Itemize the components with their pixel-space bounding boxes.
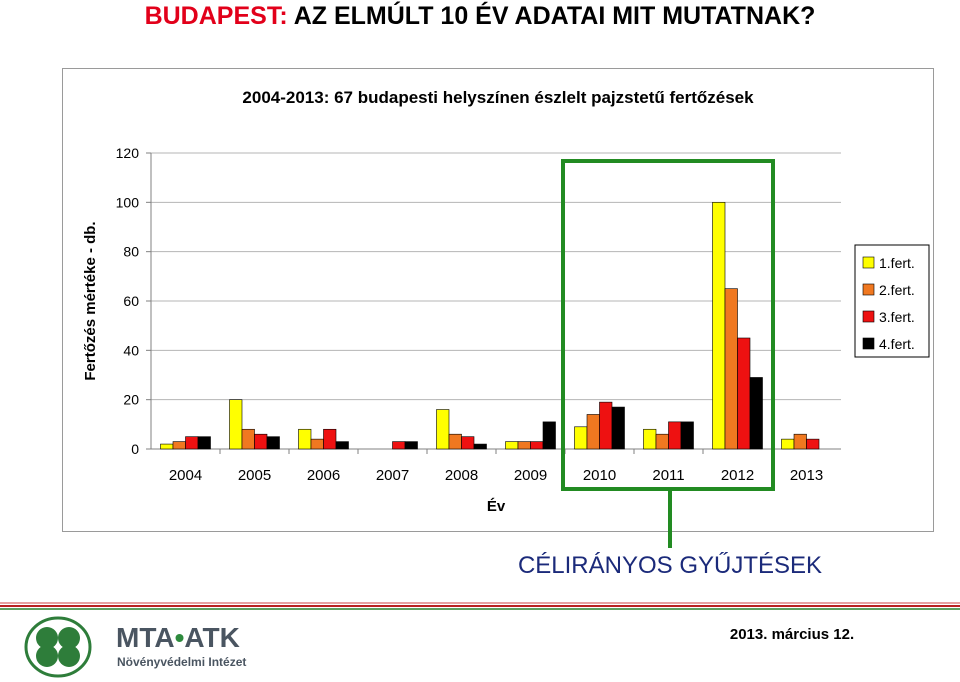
- bar-2010-4: [611, 406, 625, 450]
- legend-label: 1.fert.: [879, 255, 915, 271]
- slide-title: BUDAPEST: AZ ELMÚLT 10 ÉV ADATAI MIT MUT…: [0, 2, 960, 31]
- bar-2009-1: [505, 441, 519, 450]
- x-tick-label: 2013: [790, 467, 823, 484]
- brand-name-left: MTA: [116, 622, 175, 653]
- bar-2005-4: [266, 436, 280, 450]
- x-tick-label: 2006: [307, 467, 340, 484]
- bar-2009-2: [517, 441, 531, 450]
- y-tick-label: 120: [116, 145, 140, 161]
- x-tick-label: 2004: [169, 467, 202, 484]
- bar-2004-4: [197, 436, 211, 450]
- mta-atk-logo-icon: [24, 616, 92, 678]
- footer-date: 2013. március 12.: [729, 626, 855, 643]
- legend-swatch: [862, 283, 875, 296]
- bar-2013-3: [806, 438, 820, 450]
- bar-2006-1: [298, 428, 312, 450]
- callout-label: CÉLIRÁNYOS GYŰJTÉSEK: [517, 552, 823, 579]
- legend-swatch: [862, 256, 875, 269]
- y-tick-label: 0: [131, 441, 139, 457]
- bar-2006-4: [335, 441, 349, 450]
- bar-2011-3: [668, 421, 682, 450]
- bar-2010-1: [574, 426, 588, 450]
- bar-2010-2: [586, 414, 600, 450]
- bar-2006-3: [323, 428, 337, 450]
- slide-title-rest: AZ ELMÚLT 10 ÉV ADATAI MIT MUTATNAK?: [293, 2, 816, 30]
- bar-2007-3: [392, 441, 406, 450]
- bar-2004-1: [160, 443, 174, 450]
- bar-2012-1: [712, 202, 726, 450]
- bar-2009-3: [530, 441, 544, 450]
- bar-2010-3: [599, 401, 613, 450]
- chart-title: 2004-2013: 67 budapesti helyszínen észle…: [242, 88, 754, 107]
- x-axis-label: Év: [487, 498, 506, 515]
- bar-2006-2: [310, 438, 324, 450]
- x-tick-label: 2007: [376, 467, 409, 484]
- brand-name-dot: •: [174, 622, 185, 653]
- bar-2005-1: [229, 399, 243, 450]
- bar-2008-4: [473, 443, 487, 450]
- legend-label: 4.fert.: [879, 336, 915, 352]
- x-tick-label: 2005: [238, 467, 271, 484]
- bar-2004-2: [172, 441, 186, 450]
- bar-2013-1: [781, 438, 795, 450]
- bar-2012-2: [724, 288, 738, 450]
- y-tick-label: 80: [123, 244, 139, 260]
- bar-2011-4: [680, 421, 694, 450]
- x-tick-label: 2010: [583, 467, 616, 484]
- legend-label: 3.fert.: [879, 309, 915, 325]
- y-tick-label: 60: [123, 293, 139, 309]
- y-axis-label: Fertőzés mértéke - db.: [82, 221, 99, 380]
- legend-swatch: [862, 310, 875, 323]
- bar-2012-4: [749, 377, 763, 450]
- x-tick-label: 2012: [721, 467, 754, 484]
- bar-chart: 2004-2013: 67 budapesti helyszínen észle…: [82, 88, 930, 515]
- x-tick-label: 2011: [652, 467, 684, 484]
- y-tick-label: 100: [116, 194, 140, 210]
- legend-swatch: [862, 337, 875, 350]
- bar-2009-4: [542, 421, 556, 450]
- bar-2005-3: [254, 433, 268, 450]
- y-tick-label: 40: [123, 342, 139, 358]
- x-tick-label: 2008: [445, 467, 478, 484]
- bar-2008-1: [436, 409, 450, 450]
- bar-2008-3: [461, 436, 475, 450]
- bar-2007-4: [404, 441, 418, 450]
- brand-subtitle: Növényvédelmi Intézet: [117, 655, 247, 669]
- legend-label: 2.fert.: [879, 282, 915, 298]
- y-tick-label: 20: [123, 392, 139, 408]
- bar-2005-2: [241, 428, 255, 450]
- bar-2011-1: [643, 428, 657, 450]
- bar-2008-2: [448, 433, 462, 450]
- bar-2011-2: [655, 433, 669, 450]
- chart-frame: 2004-2013: 67 budapesti helyszínen észle…: [62, 68, 934, 532]
- x-tick-label: 2009: [514, 467, 547, 484]
- bar-2004-3: [185, 436, 199, 450]
- bar-2013-2: [793, 433, 807, 450]
- bar-2012-3: [737, 337, 751, 450]
- slide-title-highlight: BUDAPEST:: [144, 2, 288, 30]
- brand-name: MTA•ATK: [116, 622, 240, 654]
- footer-stripe: [0, 602, 960, 612]
- brand-name-right: ATK: [184, 622, 240, 653]
